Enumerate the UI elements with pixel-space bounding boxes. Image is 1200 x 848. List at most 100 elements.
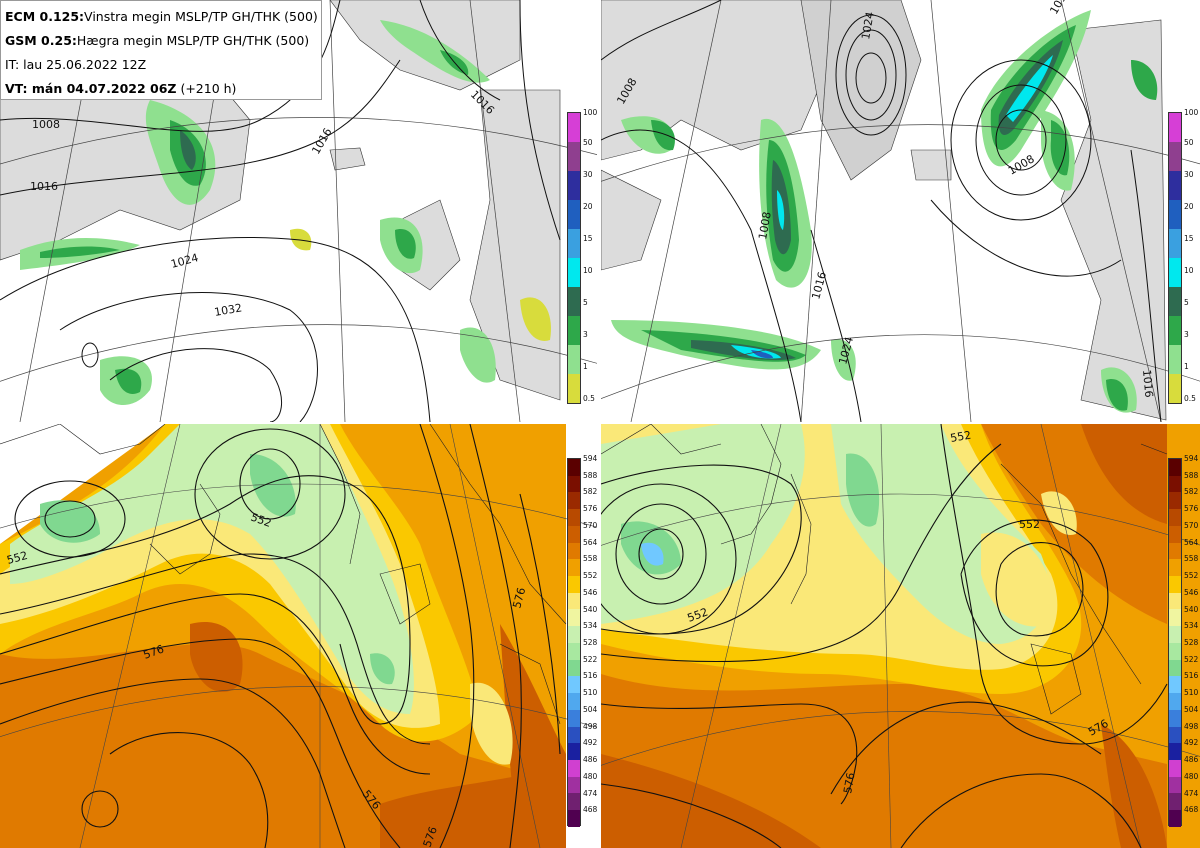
- thickness-label: 552: [583, 571, 597, 581]
- thickness-color-step: [568, 609, 580, 627]
- isobar-label: 1016: [30, 180, 58, 193]
- thickness-color-step: [568, 726, 580, 744]
- thickness-label: 576: [583, 504, 597, 514]
- thickness-color-step: [1169, 810, 1181, 827]
- precip-color-step: [1169, 113, 1181, 142]
- thickness-color-step: [568, 642, 580, 660]
- thickness-label: 540: [1184, 604, 1199, 614]
- thickness-color-step: [1169, 559, 1181, 577]
- thickness-label: 582: [1184, 487, 1199, 497]
- thickness-color-step: [568, 659, 580, 677]
- precip-color-step: [1169, 316, 1181, 345]
- thickness-color-step: [1169, 542, 1181, 560]
- precip-color-step: [1169, 287, 1181, 316]
- precip-color-step: [1169, 142, 1181, 171]
- thickness-label: 564: [583, 537, 597, 547]
- thickness-color-step: [1169, 492, 1181, 510]
- thickness-label: 480: [583, 771, 597, 781]
- precip-color-step: [1169, 200, 1181, 229]
- precip-color-step: [568, 316, 580, 345]
- thickness-color-step: [1169, 659, 1181, 677]
- gh-label: 552: [5, 549, 29, 567]
- precip-label: 100: [1184, 108, 1199, 117]
- precip-label: 30: [1184, 170, 1194, 179]
- info-line-ecm: ECM 0.125:Vinstra megin MSLP/TP GH/THK (…: [5, 9, 318, 24]
- gsm-gh-thickness-map: 552 552 552 576 576 594 588 582 576 570 564 55…: [601, 424, 1200, 848]
- thickness-label: 486: [1184, 755, 1199, 765]
- precip-label: 3: [1184, 330, 1189, 339]
- thickness-color-step: [1169, 709, 1181, 727]
- thickness-label: 474: [583, 788, 597, 798]
- precip-label: 20: [583, 202, 593, 211]
- info-line-gsm: GSM 0.25:Hægra megin MSLP/TP GH/THK (500…: [5, 33, 310, 48]
- thickness-color-step: [1169, 509, 1181, 526]
- thickness-label: 528: [1184, 638, 1199, 647]
- thickness-color-step: [568, 475, 580, 493]
- thickness-label: 480: [1184, 771, 1199, 781]
- precip-label: 5: [1184, 298, 1189, 307]
- isobar-label: 1008: [32, 118, 60, 131]
- isobar-label: 1008: [756, 211, 774, 241]
- precip-color-step: [1169, 229, 1181, 258]
- thickness-color-step: [1169, 626, 1181, 643]
- precip-label: 20: [1184, 202, 1194, 211]
- precip-color-step: [1169, 171, 1181, 200]
- thickness-label: 492: [1184, 738, 1199, 748]
- thickness-color-step: [568, 743, 580, 760]
- thickness-color-step: [1169, 726, 1181, 744]
- thickness-label: 516: [1184, 671, 1199, 681]
- precip-label: 10: [583, 266, 593, 275]
- thickness-color-step: [1169, 676, 1181, 694]
- gh-label: 576: [510, 586, 528, 610]
- precip-label: 3: [583, 330, 588, 339]
- info-line-vt: VT: mán 04.07.2022 06Z (+210 h): [5, 81, 237, 96]
- thickness-color-step: [568, 592, 580, 610]
- precip-label: 5: [583, 298, 588, 307]
- precip-colorbar: [1168, 112, 1182, 404]
- thickness-color-step: [568, 509, 580, 526]
- thickness-color-step: [1169, 459, 1181, 476]
- thickness-label: 498: [1184, 721, 1199, 731]
- thickness-label: 540: [583, 604, 597, 614]
- precip-label: 0.5: [583, 394, 595, 403]
- thickness-label: 510: [1184, 688, 1199, 698]
- gsm-mslp-precip-map: 1008 1024 1008 1016 1024 1016 1016 1008 …: [601, 0, 1200, 422]
- thickness-label: 594: [1184, 454, 1199, 463]
- precip-label: 15: [1184, 234, 1194, 243]
- precip-color-step: [568, 142, 580, 171]
- thickness-color-step: [568, 709, 580, 727]
- thickness-label: 504: [583, 704, 597, 714]
- thickness-label: 504: [1184, 704, 1199, 714]
- thickness-label: 528: [583, 638, 597, 647]
- ecm-gh-thickness-map: 552 552 576 576 576 576 594 588 582 576 570 5…: [0, 424, 597, 848]
- precip-color-step: [1169, 258, 1181, 287]
- precip-label: 30: [583, 170, 593, 179]
- thickness-label: 522: [583, 654, 597, 664]
- thickness-color-step: [1169, 743, 1181, 760]
- thickness-label: 468: [1184, 805, 1199, 815]
- precip-colorbar: [567, 112, 581, 404]
- thickness-color-step: [1169, 525, 1181, 543]
- thickness-color-step: [1169, 759, 1181, 777]
- precip-color-step: [568, 229, 580, 258]
- thickness-label: 564: [1184, 537, 1199, 547]
- thickness-color-step: [568, 492, 580, 510]
- thickness-label: 558: [583, 554, 597, 564]
- precip-label: 10: [1184, 266, 1194, 275]
- model-info-box: ECM 0.125:Vinstra megin MSLP/TP GH/THK (…: [0, 0, 322, 100]
- thickness-label: 468: [583, 805, 597, 815]
- thickness-label: 474: [1184, 788, 1199, 798]
- thickness-label: 588: [1184, 470, 1199, 480]
- thickness-label: 498: [583, 721, 597, 731]
- thickness-label: 594: [583, 454, 597, 463]
- thickness-color-step: [568, 759, 580, 777]
- thickness-color-step: [1169, 609, 1181, 627]
- precip-color-step: [1169, 374, 1181, 403]
- thickness-color-step: [1169, 642, 1181, 660]
- thickness-color-step: [568, 810, 580, 827]
- thickness-color-step: [1169, 592, 1181, 610]
- thickness-label: 588: [583, 470, 597, 480]
- thickness-color-step: [568, 776, 580, 794]
- precip-label: 100: [583, 108, 597, 117]
- thickness-color-step: [568, 693, 580, 710]
